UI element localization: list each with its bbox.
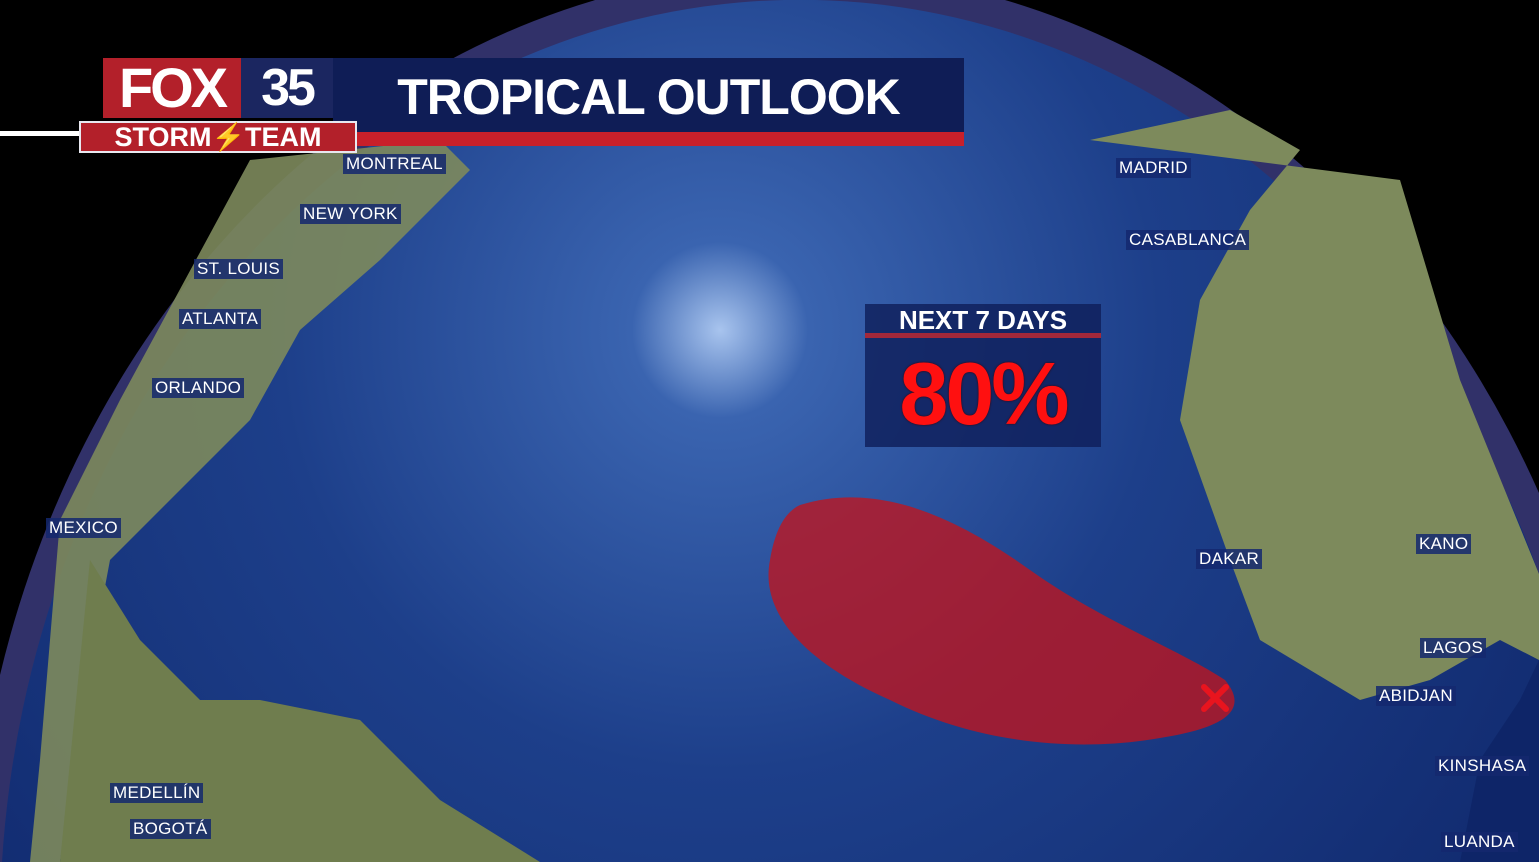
- city-label: MEXICO: [46, 518, 121, 538]
- logo-channel: 35: [241, 58, 333, 118]
- city-label: ST. LOUIS: [194, 259, 284, 279]
- divider: [865, 333, 1101, 338]
- period-label: NEXT 7 DAYS: [898, 305, 1068, 335]
- city-label: DAKAR: [1196, 549, 1263, 569]
- city-label: ATLANTA: [179, 309, 262, 329]
- city-label: BOGOTÁ: [130, 819, 211, 839]
- logo-storm-team: STORM⚡TEAM: [79, 121, 357, 153]
- title-bar: [333, 58, 964, 132]
- probability-value: 80%: [899, 344, 1069, 443]
- title-accent-bar: [357, 132, 964, 146]
- x-icon: [1201, 684, 1229, 712]
- city-label: ABIDJAN: [1376, 686, 1456, 706]
- city-label: NEW YORK: [300, 204, 401, 224]
- logo-brand: FOX: [103, 58, 241, 118]
- north-america-land: [30, 140, 470, 862]
- city-label: MEDELLÍN: [110, 783, 204, 803]
- development-area: [768, 497, 1235, 745]
- city-label: ORLANDO: [152, 378, 245, 398]
- header-rule: [0, 131, 80, 136]
- city-label: MADRID: [1116, 158, 1191, 178]
- city-label: LAGOS: [1420, 638, 1487, 658]
- city-label: LUANDA: [1441, 832, 1518, 852]
- city-label: MONTREAL: [343, 154, 446, 174]
- city-label: CASABLANCA: [1126, 230, 1250, 250]
- city-label: KANO: [1416, 534, 1472, 554]
- city-label: KINSHASA: [1435, 756, 1530, 776]
- page-title: TROPICAL OUTLOOK: [397, 69, 901, 125]
- probability-box: NEXT 7 DAYS 80%: [865, 304, 1101, 447]
